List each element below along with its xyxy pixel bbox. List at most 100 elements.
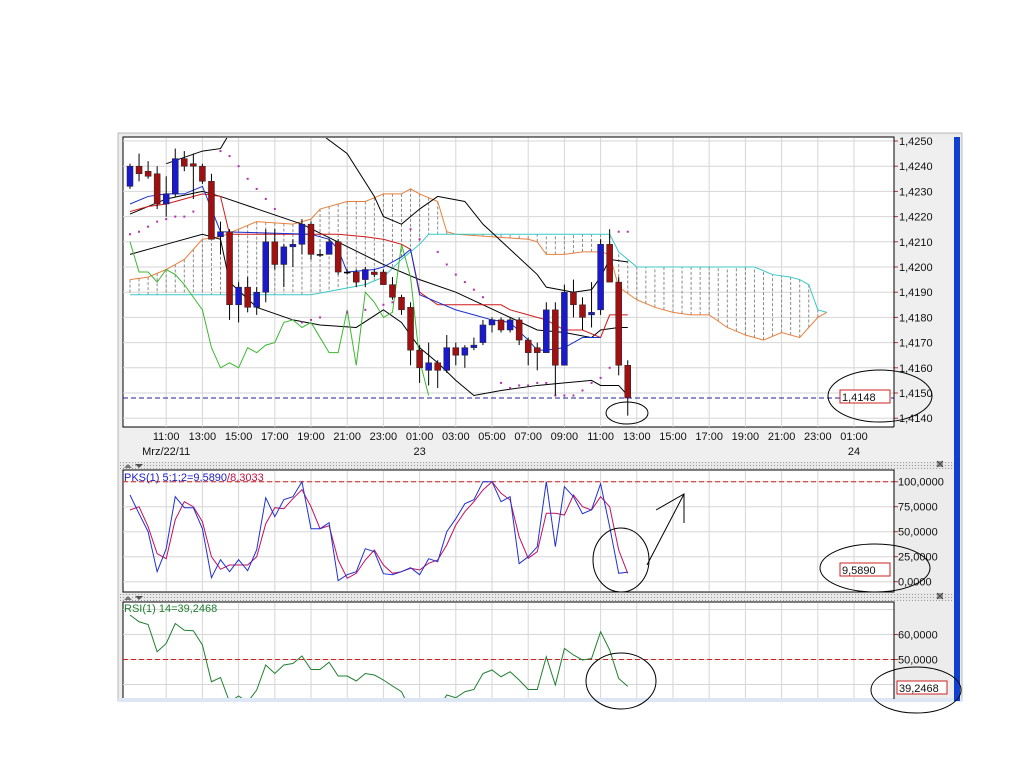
- splitter-2-controls[interactable]: [124, 592, 944, 600]
- panel-splitter-1[interactable]: [120, 462, 954, 469]
- ellipse-rsi-value: [870, 666, 962, 714]
- stochastic-tick-label: 100,0000: [898, 477, 944, 489]
- sar-dot: [572, 394, 575, 397]
- rsi-current-value: 39,2468: [899, 683, 939, 695]
- sar-dot: [219, 150, 222, 153]
- expand-down-icon[interactable]: [135, 464, 143, 468]
- stochastic-value-box: 9,5890: [839, 562, 891, 577]
- stochastic-plot-area: [122, 469, 895, 593]
- stochastic-d-line: [129, 480, 629, 579]
- close-panel-icon[interactable]: [936, 460, 944, 468]
- time-tick-label: 11:00: [153, 431, 180, 443]
- candle-bullish: [126, 165, 134, 187]
- sar-dot: [536, 381, 539, 384]
- time-tick-label: 01:00: [840, 431, 868, 443]
- sar-dot: [509, 386, 512, 389]
- sar-dot: [382, 303, 385, 306]
- circle-rsi: [585, 652, 657, 710]
- candle-bearish: [524, 339, 532, 353]
- rsi-value-box: 39,2468: [896, 680, 948, 695]
- sar-dot: [391, 301, 394, 304]
- collapse-up-icon[interactable]: [124, 464, 132, 468]
- sar-dot: [454, 273, 457, 276]
- time-tick-label: 13:00: [623, 431, 651, 443]
- rsi-line: [129, 614, 629, 698]
- candle-bearish: [497, 319, 505, 331]
- sar-dot: [481, 296, 484, 299]
- sar-dot: [183, 215, 186, 218]
- time-tick-label: 23:00: [804, 431, 832, 443]
- sar-dot: [255, 187, 258, 190]
- candle-bearish: [353, 271, 360, 283]
- bollinger-upper-line: [166, 138, 628, 293]
- date-label: 24: [848, 446, 860, 458]
- rsi-plot-area: [122, 601, 895, 700]
- sar-dot: [273, 208, 276, 211]
- stochastic-header-name: PKS(1) 5;1;2=9,5890: [124, 472, 227, 484]
- time-tick-label: 21:00: [333, 431, 361, 443]
- sar-dot: [472, 288, 475, 291]
- expand-down-icon[interactable]: [135, 596, 143, 600]
- sar-dot: [319, 316, 322, 319]
- rsi-chart: [123, 614, 894, 698]
- ellipse-last-price: [827, 369, 933, 423]
- price-tick-label: 1,4240: [899, 161, 933, 173]
- sar-dot: [590, 381, 593, 384]
- sar-dot: [300, 321, 303, 324]
- candle-bearish: [534, 347, 541, 353]
- time-tick-label: 13:00: [189, 431, 217, 443]
- time-tick-label: 15:00: [225, 431, 253, 443]
- sar-dot: [364, 308, 367, 311]
- price-tick-label: 1,4250: [899, 136, 933, 148]
- sar-dot: [192, 210, 195, 213]
- time-tick-label: 05:00: [478, 431, 506, 443]
- stochastic-current-value: 9,5890: [842, 565, 876, 577]
- sar-dot: [138, 230, 141, 233]
- splitter-1-controls[interactable]: [124, 460, 944, 468]
- senkou-span-b-line: [130, 233, 827, 313]
- price-tick-label: 1,4150: [899, 388, 933, 400]
- sar-dot: [626, 230, 629, 233]
- time-tick-label: 07:00: [514, 431, 542, 443]
- stochastic-chart: [123, 480, 894, 582]
- close-panel-icon[interactable]: [936, 592, 944, 600]
- sar-dot: [518, 384, 521, 387]
- sar-dot: [165, 218, 168, 221]
- candle-bearish: [615, 281, 622, 366]
- last-price-value: 1,4148: [842, 392, 876, 404]
- bollinger-middle-line: [129, 190, 628, 339]
- sar-dot: [147, 225, 150, 228]
- candle-bearish: [407, 307, 414, 351]
- candle-bearish: [307, 223, 315, 255]
- candle-bullish: [543, 309, 550, 353]
- vertical-scrollbar[interactable]: [954, 137, 960, 701]
- candle-bearish: [316, 254, 324, 256]
- panel-splitter-2[interactable]: [120, 593, 954, 601]
- candle-bullish: [470, 344, 478, 348]
- candle-bearish: [144, 170, 152, 177]
- time-tick-label: 23:00: [370, 431, 398, 443]
- sar-dot: [264, 197, 267, 200]
- candle-bearish: [153, 173, 161, 205]
- sar-dot: [228, 155, 231, 158]
- candle-bullish: [561, 291, 568, 366]
- candle-bullish: [506, 319, 514, 331]
- ellipse-stochastic-value: [819, 543, 931, 593]
- time-tick-label: 03:00: [442, 431, 470, 443]
- ellipse-last-candle: [605, 401, 649, 425]
- sar-dot: [156, 220, 159, 223]
- sar-dot: [246, 177, 249, 180]
- date-label: Mrz/22/11: [142, 446, 190, 458]
- price-tick-label: 1,4200: [899, 262, 933, 274]
- window-bottom-edge: [118, 698, 962, 702]
- sar-dot: [418, 238, 421, 241]
- price-tick-label: 1,4220: [899, 212, 933, 224]
- sar-dot: [436, 250, 439, 253]
- collapse-up-icon[interactable]: [124, 596, 132, 600]
- sar-dot: [563, 394, 566, 397]
- rsi-tick-label: 60,0000: [898, 630, 938, 642]
- price-tick-label: 1,4170: [899, 338, 933, 350]
- candle-bearish: [552, 309, 559, 366]
- candle-bullish: [588, 312, 595, 316]
- price-tick-label: 1,4190: [899, 287, 933, 299]
